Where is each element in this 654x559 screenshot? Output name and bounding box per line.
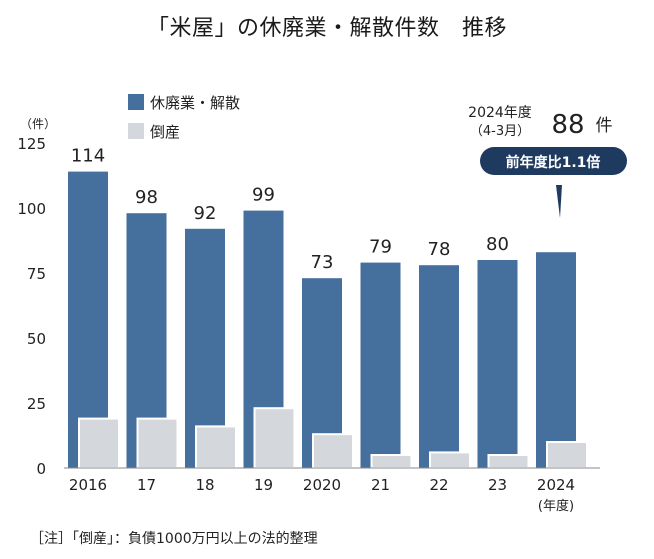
data-label: 98 [135,187,158,208]
data-label: 78 [428,239,451,260]
annotation-months: （4-3月） [470,124,530,139]
bar-倒産 [195,425,237,469]
data-label: 99 [252,185,275,206]
x-tick-label: 22 [429,476,448,494]
legend-swatch-倒産 [128,123,144,139]
data-label: 92 [194,203,217,224]
x-tick-label: 23 [488,476,507,494]
callout-text: 前年度比1.1倍 [506,154,601,171]
y-tick-label: 25 [27,395,46,413]
data-label: 80 [486,234,509,255]
bar-倒産 [136,417,179,470]
data-label: 79 [369,237,392,258]
y-tick-label: 75 [27,265,46,283]
data-label: 73 [311,252,334,273]
bar-休廃業・解散 [477,260,518,468]
x-tick-label: 2020 [303,476,341,494]
bar-倒産 [253,407,296,470]
callout-pointer [556,185,562,218]
x-tick-label: 19 [254,476,273,494]
bar-倒産 [78,417,120,470]
bar-倒産 [312,433,354,470]
annotation-period: 2024年度 [468,105,532,121]
bar-倒産 [429,451,471,469]
bar-倒産 [546,441,588,469]
x-axis-unit: (年度) [538,498,574,514]
callout-pill [480,147,627,175]
bar-休廃業・解散 [360,262,401,468]
data-label: 114 [71,146,105,167]
chart-title: 「米屋」の休廃業・解散件数 推移 [146,16,507,41]
y-axis-label: （件） [20,117,56,131]
legend-swatch-休廃業・解散 [128,94,144,110]
x-tick-label: 17 [137,476,156,494]
bar-休廃業・解散 [419,265,459,468]
bar-倒産 [487,454,530,469]
annotation-unit: 件 [596,116,613,136]
bar-休廃業・解散 [536,252,576,468]
x-tick-label: 18 [195,476,214,494]
x-tick-label: 2024 [537,476,575,494]
y-tick-label: 0 [36,460,46,478]
y-tick-label: 125 [17,135,46,153]
footnote: ［注］「倒産」：負債1000万円以上の法的整理 [30,531,318,547]
annotation-value: 88 [551,110,584,140]
x-tick-label: 21 [371,476,390,494]
legend-label: 休廃業・解散 [150,94,240,112]
legend-label: 倒産 [150,123,180,141]
x-tick-label: 2016 [69,476,107,494]
y-tick-label: 100 [17,200,46,218]
bar-倒産 [370,454,413,469]
y-tick-label: 50 [27,330,46,348]
